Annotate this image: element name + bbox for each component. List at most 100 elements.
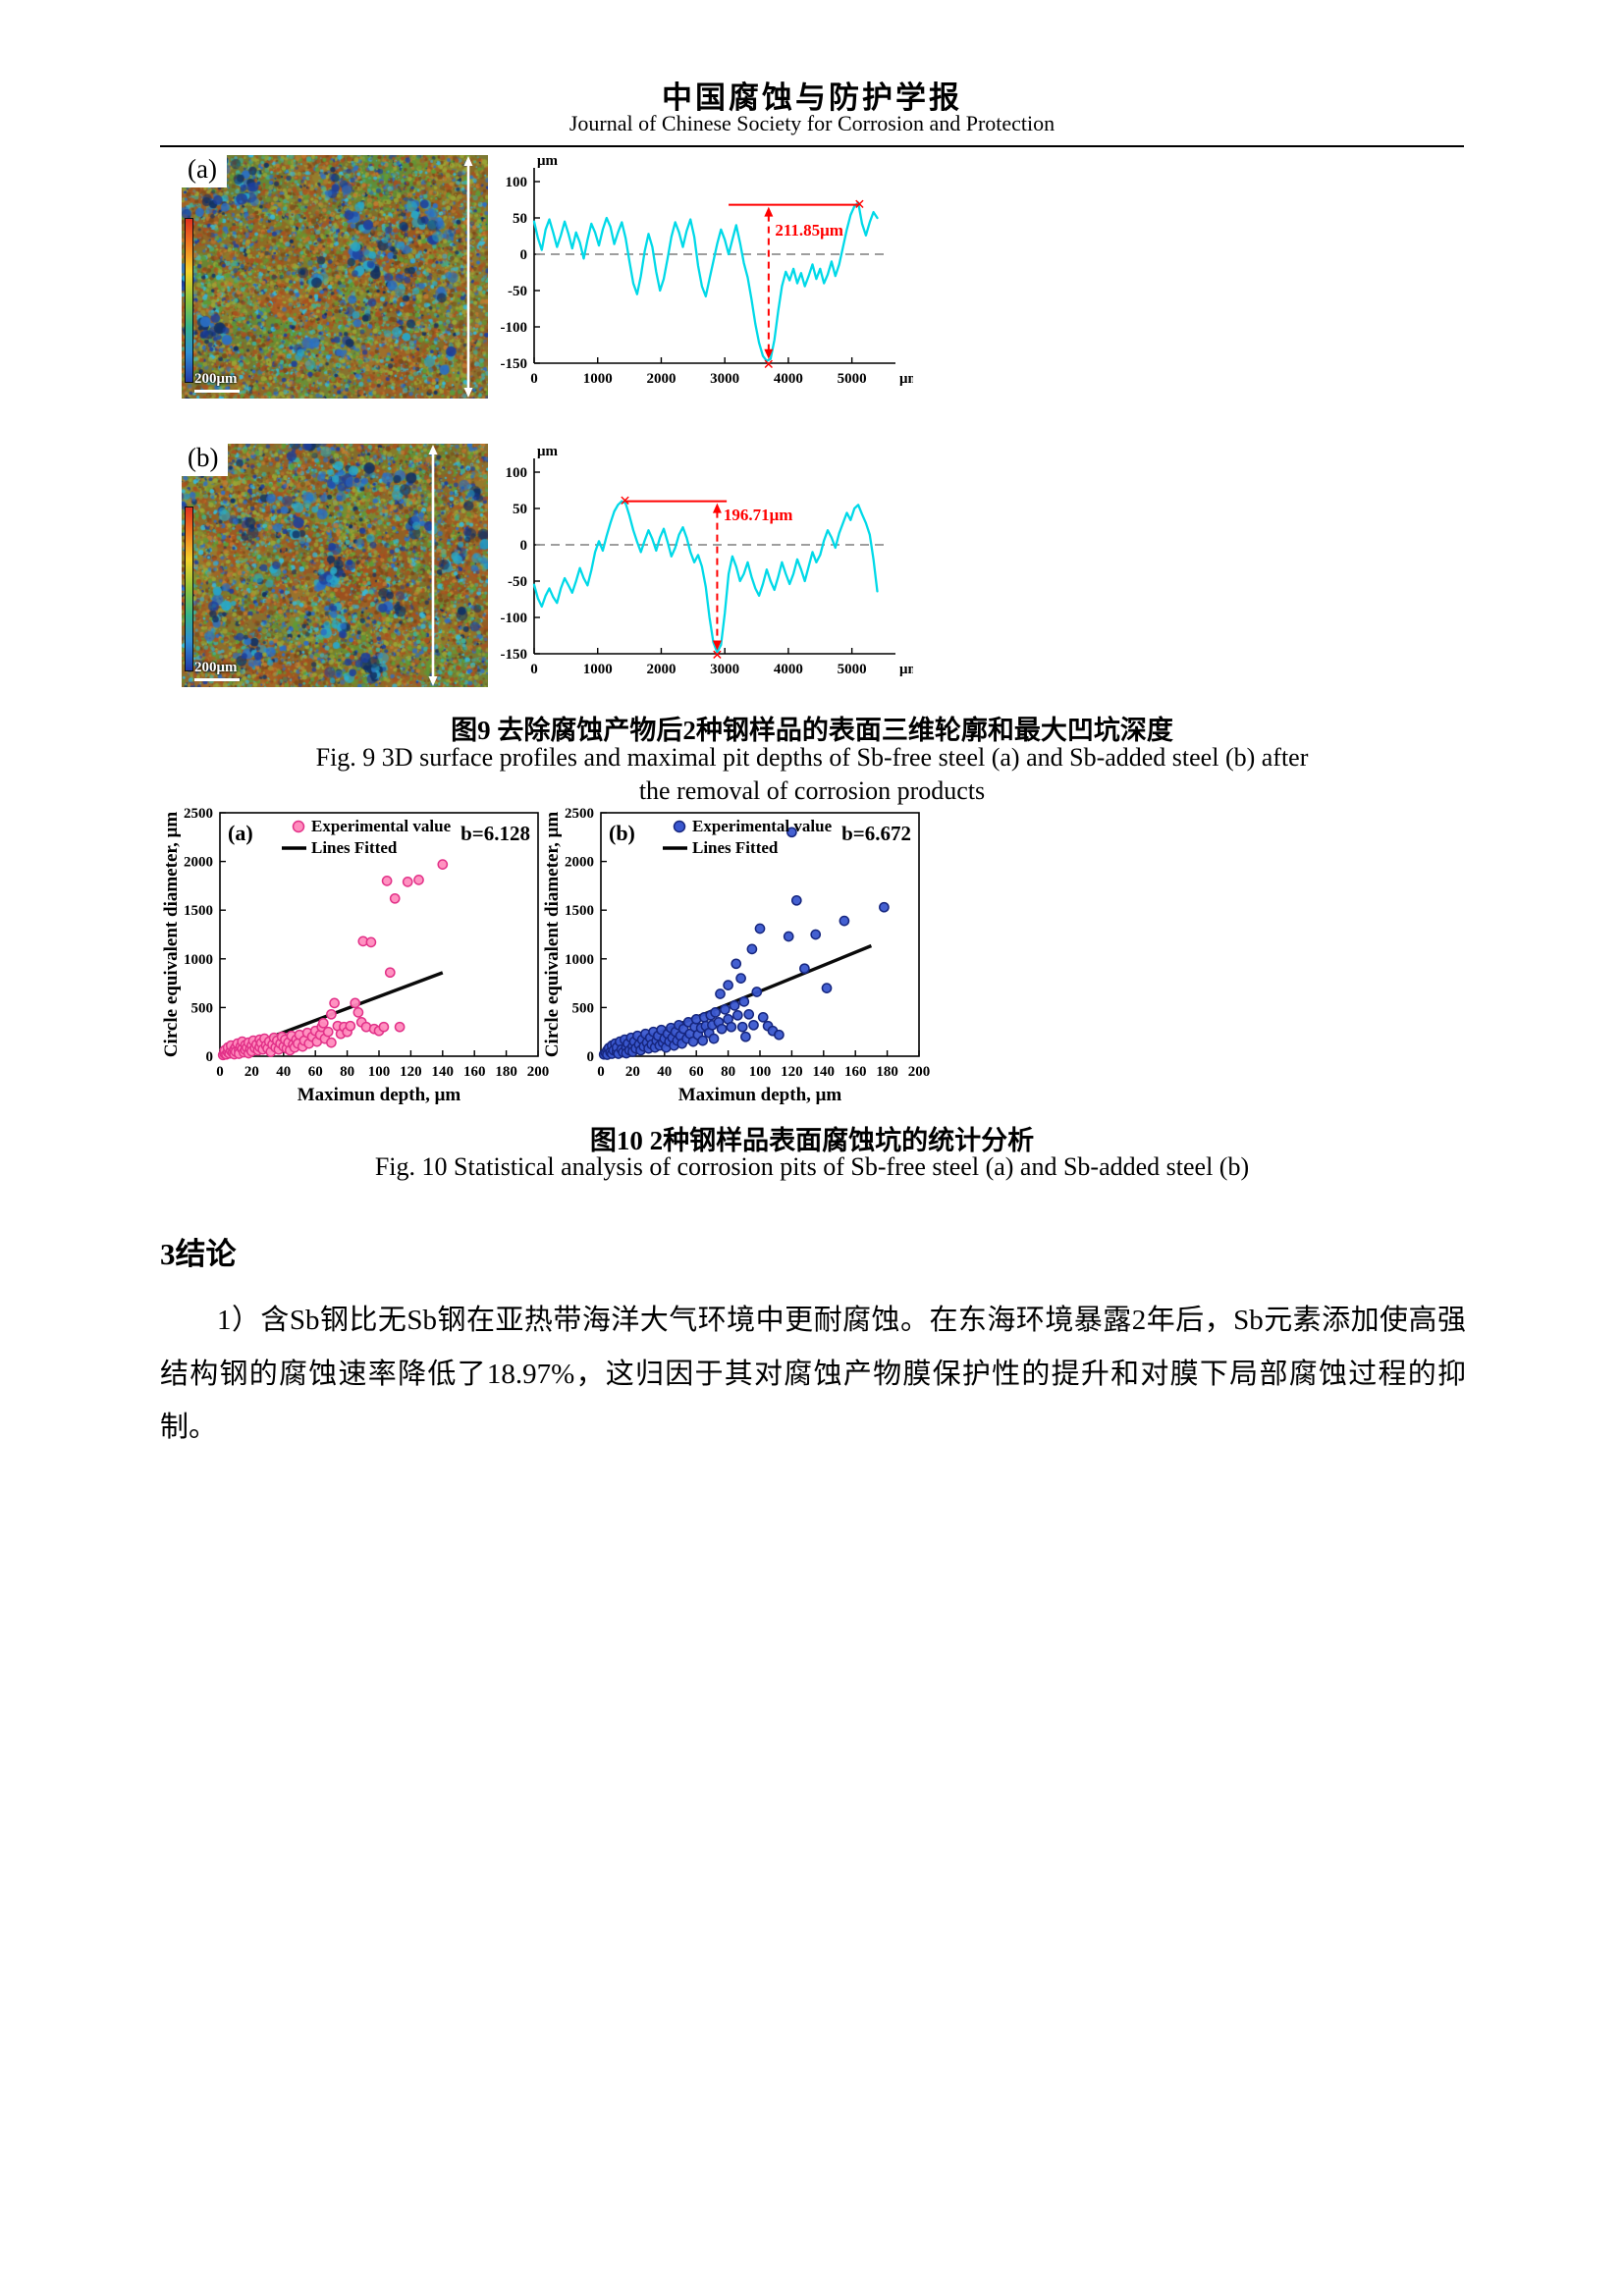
svg-text:5000: 5000 (838, 662, 867, 677)
scale-bar-b: 200μm (194, 660, 240, 681)
conclusion-heading: 3结论 (160, 1237, 237, 1271)
svg-text:60: 60 (308, 1064, 323, 1080)
scale-bar-a: 200μm (194, 371, 240, 393)
svg-text:Experimental value: Experimental value (311, 817, 452, 835)
svg-text:1000: 1000 (565, 952, 594, 968)
conclusion-paragraph: 1）含Sb钢比无Sb钢在亚热带海洋大气环境中更耐腐蚀。在东海环境暴露2年后，Sb… (160, 1305, 1466, 1444)
svg-text:180: 180 (495, 1064, 516, 1080)
panel-a-label: (a) (182, 154, 227, 187)
svg-text:Lines Fitted: Lines Fitted (311, 838, 398, 857)
svg-text:180: 180 (876, 1064, 898, 1080)
svg-text:μm: μm (899, 371, 913, 387)
svg-text:×: × (712, 644, 723, 666)
svg-text:Maximun depth, μm: Maximun depth, μm (678, 1085, 842, 1105)
svg-text:196.71μm: 196.71μm (724, 506, 793, 524)
svg-text:-50: -50 (508, 574, 527, 590)
header-rule (160, 145, 1464, 147)
svg-text:211.85μm: 211.85μm (775, 221, 843, 240)
figure9-caption-en-line2: the removal of corrosion products (638, 776, 986, 805)
figure9-panel-a: 200μm (a) (182, 154, 488, 399)
svg-text:200: 200 (908, 1064, 931, 1080)
svg-text:(a): (a) (228, 821, 253, 845)
svg-text:-150: -150 (501, 356, 528, 372)
svg-text:100: 100 (749, 1064, 772, 1080)
figure9-caption-en-line1: Fig. 9 3D surface profiles and maximal p… (315, 743, 1309, 772)
svg-text:160: 160 (463, 1064, 486, 1080)
svg-text:20: 20 (625, 1064, 640, 1080)
svg-text:4000: 4000 (774, 662, 803, 677)
scatter-chart-b: 0 20 40 60 80 100 120 140 160 180 2000500100015002… (544, 806, 931, 1105)
svg-text:60: 60 (689, 1064, 704, 1080)
svg-text:1000: 1000 (583, 662, 613, 677)
svg-text:140: 140 (432, 1064, 455, 1080)
svg-text:0: 0 (520, 538, 528, 554)
svg-text:100: 100 (368, 1064, 391, 1080)
svg-text:Experimental value: Experimental value (692, 817, 833, 835)
svg-text:1500: 1500 (184, 903, 213, 919)
color-scale-bar-b (185, 507, 193, 671)
scale-bar-a-label: 200μm (194, 371, 238, 387)
svg-text:μm: μm (537, 444, 559, 459)
svg-text:2000: 2000 (646, 662, 676, 677)
micrograph-a-image (182, 155, 488, 399)
svg-text:200: 200 (527, 1064, 550, 1080)
svg-text:20: 20 (244, 1064, 259, 1080)
svg-text:2500: 2500 (184, 806, 213, 822)
svg-text:0: 0 (206, 1049, 214, 1065)
svg-text:40: 40 (657, 1064, 672, 1080)
svg-text:4000: 4000 (774, 371, 803, 387)
scatter-chart-a: 0 20 40 60 80 100 120 140 160 180 2000500100015002… (163, 806, 550, 1105)
svg-text:-100: -100 (501, 320, 528, 336)
svg-text:120: 120 (781, 1064, 803, 1080)
svg-text:0: 0 (530, 662, 538, 677)
figure10-caption-en: Fig. 10 Statistical analysis of corrosio… (374, 1152, 1250, 1181)
svg-text:2000: 2000 (646, 371, 676, 387)
svg-text:μm: μm (537, 153, 559, 169)
svg-text:Circle equivalent diameter, μm: Circle equivalent diameter, μm (163, 812, 182, 1058)
svg-text:×: × (854, 194, 865, 216)
svg-text:500: 500 (191, 1000, 214, 1016)
journal-title-cn: 中国腐蚀与防护学报 (662, 80, 962, 115)
svg-text:Maximun depth, μm: Maximun depth, μm (298, 1085, 461, 1105)
svg-text:0: 0 (597, 1064, 605, 1080)
svg-text:μm: μm (899, 662, 913, 677)
svg-text:500: 500 (572, 1000, 595, 1016)
svg-text:40: 40 (276, 1064, 291, 1080)
svg-text:1000: 1000 (583, 371, 613, 387)
svg-text:Circle equivalent diameter, μm: Circle equivalent diameter, μm (544, 812, 563, 1058)
svg-text:120: 120 (400, 1064, 422, 1080)
svg-text:-150: -150 (501, 647, 528, 663)
svg-text:1500: 1500 (565, 903, 594, 919)
svg-text:100: 100 (506, 175, 528, 190)
svg-text:160: 160 (844, 1064, 867, 1080)
micrograph-b-image (182, 444, 488, 687)
svg-text:b=6.672: b=6.672 (841, 822, 911, 845)
svg-text:-100: -100 (501, 611, 528, 626)
svg-text:50: 50 (513, 502, 527, 517)
svg-text:(b): (b) (609, 821, 635, 845)
svg-text:3000: 3000 (710, 371, 739, 387)
svg-text:0: 0 (530, 371, 538, 387)
figure9-caption-cn: 图9 去除腐蚀产物后2种钢样品的表面三维轮廓和最大凹坑深度 (451, 716, 1173, 745)
figure10-caption-cn: 图10 2种钢样品表面腐蚀坑的统计分析 (589, 1126, 1035, 1155)
figure9-panel-b: 200μm (b) (182, 443, 488, 687)
svg-text:100: 100 (506, 465, 528, 481)
measure-path-arrow-icon (463, 156, 473, 398)
measure-path-arrow-icon (428, 445, 438, 686)
svg-text:3000: 3000 (710, 662, 739, 677)
svg-text:×: × (763, 353, 774, 375)
svg-text:80: 80 (340, 1064, 354, 1080)
svg-text:2000: 2000 (184, 855, 213, 871)
svg-text:b=6.128: b=6.128 (460, 822, 530, 845)
svg-text:2000: 2000 (565, 855, 594, 871)
svg-text:-50: -50 (508, 284, 527, 299)
scale-bar-b-label: 200μm (194, 660, 238, 675)
svg-text:0: 0 (587, 1049, 595, 1065)
svg-text:80: 80 (721, 1064, 735, 1080)
svg-text:2500: 2500 (565, 806, 594, 822)
svg-text:0: 0 (520, 247, 528, 263)
journal-title-en: Journal of Chinese Society for Corrosion… (568, 111, 1056, 135)
panel-b-label: (b) (182, 443, 229, 476)
